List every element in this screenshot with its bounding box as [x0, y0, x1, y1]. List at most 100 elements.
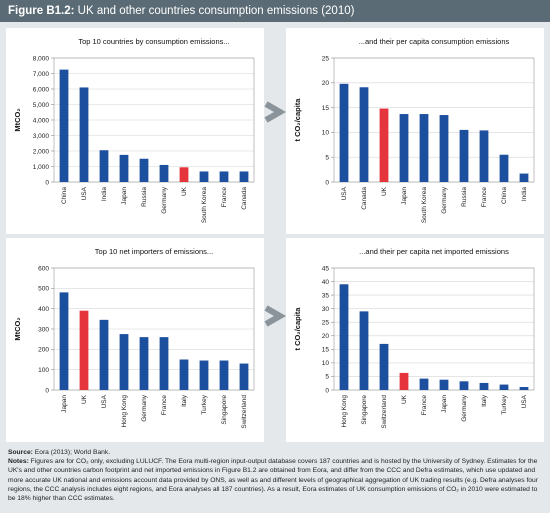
- bar: [99, 319, 109, 390]
- x-tick-label: Canada: [241, 187, 248, 210]
- x-tick-label: Russia: [461, 187, 468, 207]
- notes: Notes: Figures are for CO₂ only, excludi…: [8, 457, 544, 503]
- bar: [519, 387, 529, 390]
- x-tick-label: Germany: [441, 186, 448, 213]
- x-tick-label: Canada: [361, 187, 368, 210]
- x-tick-label: USA: [521, 394, 528, 408]
- y-tick-label: 600: [38, 265, 49, 272]
- y-tick-label: 7,000: [33, 71, 50, 78]
- y-axis-label: MtCO₂: [13, 108, 22, 131]
- x-tick-label: Japan: [401, 187, 408, 205]
- x-tick-label: UK: [381, 186, 388, 196]
- y-tick-label: 25: [322, 320, 330, 327]
- bar: [399, 114, 409, 182]
- y-tick-label: 200: [38, 347, 49, 354]
- chart-box: [6, 28, 264, 234]
- notes-text: Figures are for CO₂ only, excluding LULU…: [8, 458, 538, 503]
- x-tick-label: China: [61, 187, 68, 204]
- y-axis-label: t CO₂/capita: [293, 307, 302, 351]
- x-tick-label: Turkey: [501, 394, 508, 414]
- y-tick-label: 8,000: [33, 55, 50, 62]
- bar: [439, 115, 449, 182]
- bar: [239, 171, 249, 182]
- x-tick-label: USA: [341, 186, 348, 200]
- bar: [119, 154, 129, 182]
- bar: [379, 343, 389, 390]
- y-tick-label: 300: [38, 326, 49, 333]
- y-tick-label: 5: [325, 374, 329, 381]
- bar: [519, 173, 529, 182]
- y-tick-label: 20: [322, 333, 330, 340]
- y-tick-label: 20: [322, 80, 330, 87]
- bar: [419, 114, 429, 182]
- chart-box: [286, 28, 544, 234]
- y-tick-label: 40: [322, 279, 330, 286]
- y-tick-label: 400: [38, 306, 49, 313]
- x-tick-label: Germany: [161, 186, 168, 213]
- y-tick-label: 1,000: [33, 164, 50, 171]
- bar: [419, 378, 429, 390]
- footer: Source: Eora (2013); World Bank. Notes: …: [8, 448, 544, 503]
- y-axis-label: t CO₂/capita: [293, 98, 302, 142]
- x-tick-label: Singapore: [221, 395, 228, 425]
- y-tick-label: 15: [322, 347, 330, 354]
- x-tick-label: UK: [81, 394, 88, 404]
- x-tick-label: Switzerland: [381, 395, 388, 429]
- bar: [339, 83, 349, 182]
- x-tick-label: Hong Kong: [341, 395, 348, 428]
- chart-title: ...and their per capita consumption emis…: [359, 37, 510, 46]
- x-tick-label: UK: [401, 394, 408, 404]
- chart-box: [286, 238, 544, 442]
- notes-label: Notes:: [8, 458, 29, 466]
- header: Figure B1.2: UK and other countries cons…: [0, 0, 550, 22]
- chart-title: Top 10 countries by consumption emission…: [78, 37, 229, 46]
- source: Source: Eora (2013); World Bank.: [8, 448, 544, 457]
- plot-frame: [333, 267, 535, 391]
- bar: [179, 359, 189, 390]
- bar: [479, 130, 489, 182]
- y-tick-label: 5,000: [33, 102, 50, 109]
- figure-label: Figure B1.2:: [8, 5, 75, 17]
- bar: [179, 167, 189, 182]
- x-tick-label: France: [481, 187, 488, 208]
- y-tick-label: 0: [45, 179, 49, 186]
- bar: [359, 87, 369, 182]
- bar: [159, 164, 169, 182]
- bar: [139, 337, 149, 390]
- x-tick-label: UK: [181, 186, 188, 196]
- bar: [479, 382, 489, 390]
- x-tick-label: Switzerland: [241, 395, 248, 429]
- x-tick-label: Italy: [481, 394, 488, 407]
- plot-frame: [53, 57, 255, 183]
- bar: [199, 360, 209, 390]
- bar: [79, 310, 89, 390]
- bar: [119, 334, 129, 390]
- y-tick-label: 3,000: [33, 133, 50, 140]
- y-tick-label: 35: [322, 292, 330, 299]
- y-tick-label: 0: [325, 179, 329, 186]
- x-tick-label: France: [161, 395, 168, 416]
- bar: [159, 337, 169, 390]
- bar: [199, 171, 209, 182]
- chart-box: [6, 238, 264, 442]
- bar: [459, 129, 469, 182]
- y-tick-label: 0: [325, 387, 329, 394]
- y-tick-label: 500: [38, 286, 49, 293]
- source-text: Eora (2013); World Bank.: [34, 449, 111, 456]
- plot-frame: [53, 267, 255, 391]
- chevron: [264, 101, 287, 123]
- x-tick-label: South Korea: [201, 187, 208, 224]
- bar: [99, 150, 109, 182]
- x-tick-label: Germany: [461, 394, 468, 421]
- x-tick-label: Singapore: [361, 395, 368, 425]
- bar: [79, 87, 89, 182]
- x-tick-label: Italy: [181, 394, 188, 407]
- bar: [439, 379, 449, 390]
- bar: [219, 360, 229, 390]
- bar: [239, 363, 249, 390]
- bar: [59, 69, 69, 182]
- bar: [219, 171, 229, 182]
- y-tick-label: 6,000: [33, 86, 50, 93]
- y-tick-label: 2,000: [33, 148, 50, 155]
